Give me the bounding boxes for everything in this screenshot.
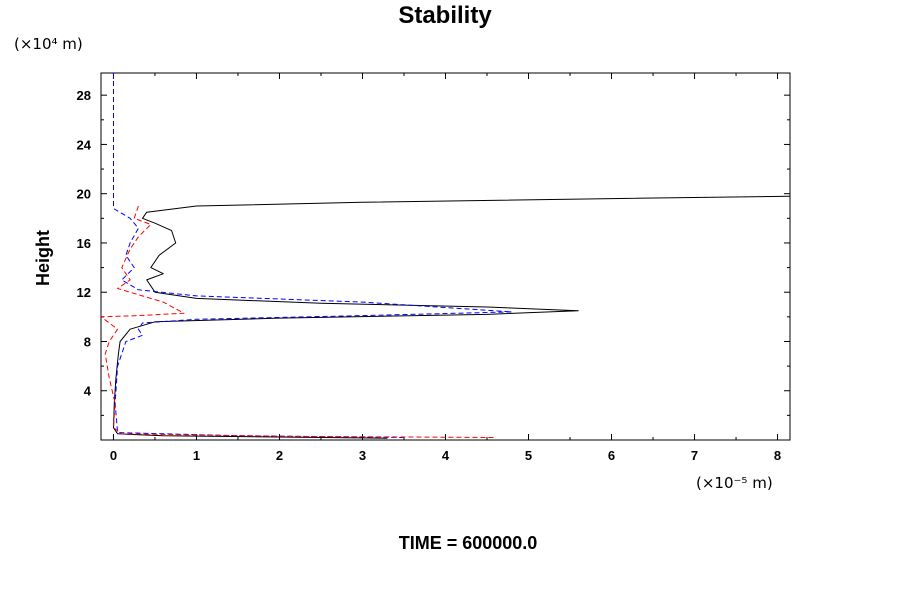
x-tick-label: 3 xyxy=(359,448,366,463)
x-tick-label: 1 xyxy=(193,448,200,463)
y-tick-label: 28 xyxy=(77,88,91,103)
time-footer: TIME = 600000.0 xyxy=(399,533,538,553)
series-line-2 xyxy=(113,73,513,438)
series-line-1 xyxy=(113,195,790,439)
x-unit-label: (×10⁻⁵ m) xyxy=(696,474,773,492)
x-tick-label: 0 xyxy=(110,448,117,463)
y-tick-label: 20 xyxy=(77,187,91,202)
y-tick-label: 8 xyxy=(84,334,91,349)
y-unit-label: (×10⁴ m) xyxy=(14,35,83,53)
x-tick-label: 8 xyxy=(774,448,781,463)
x-tick-label: 6 xyxy=(608,448,615,463)
plot-lines xyxy=(101,73,790,439)
x-tick-label: 7 xyxy=(691,448,698,463)
y-tick-label: 4 xyxy=(84,384,92,399)
x-tick-label: 5 xyxy=(525,448,532,463)
y-axis-label: Height xyxy=(33,230,53,286)
series-line-3 xyxy=(101,205,496,438)
y-tick-label: 24 xyxy=(77,137,92,152)
y-tick-label: 12 xyxy=(77,285,91,300)
x-tick-label: 4 xyxy=(442,448,450,463)
plot-frame xyxy=(100,72,791,441)
y-tick-label: 16 xyxy=(77,236,91,251)
chart-title: Stability xyxy=(398,2,492,29)
x-tick-label: 2 xyxy=(276,448,283,463)
